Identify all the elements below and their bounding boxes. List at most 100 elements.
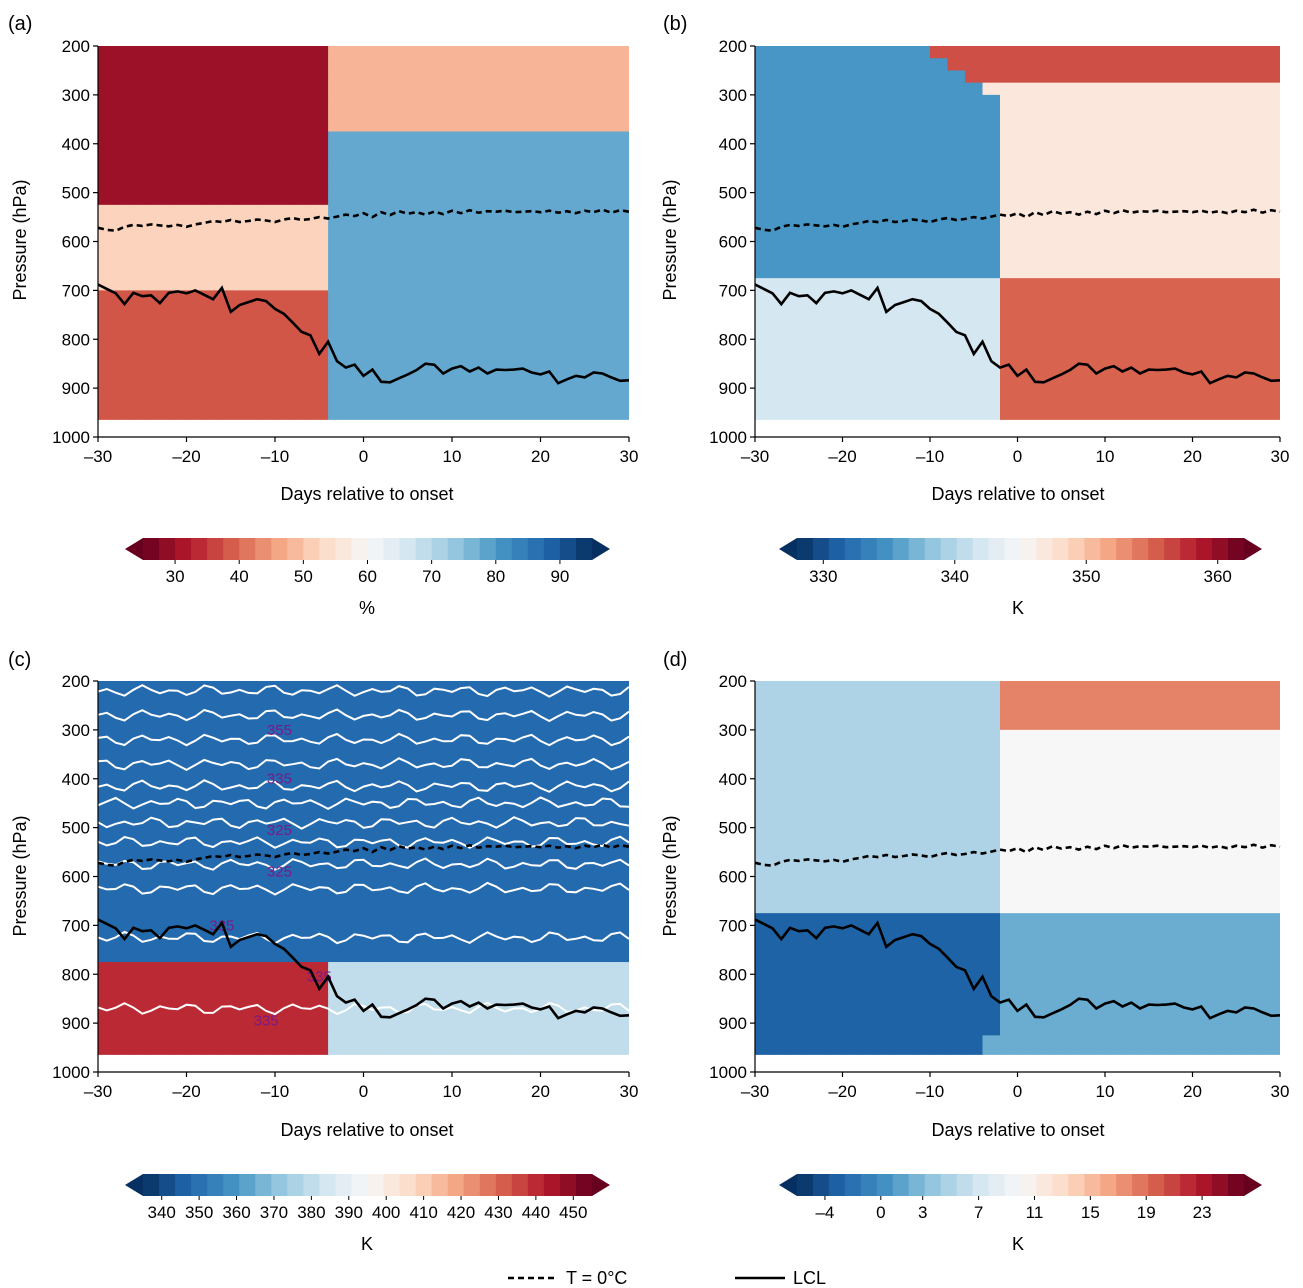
heatmap-cell	[363, 217, 382, 230]
heatmap-cell	[965, 192, 984, 206]
heatmap-cell	[860, 58, 879, 72]
heatmap-cell	[1070, 253, 1089, 267]
heatmap-cell	[363, 265, 382, 279]
heatmap-cell	[505, 339, 524, 353]
heatmap-cell	[807, 803, 826, 817]
heatmap-cell	[877, 766, 896, 780]
heatmap-cell	[912, 998, 931, 1012]
heatmap-cell	[416, 949, 435, 963]
heatmap-cell	[239, 400, 258, 414]
heatmap-cell	[982, 742, 1001, 755]
heatmap-cell	[1210, 742, 1229, 755]
heatmap-cell	[895, 864, 914, 878]
x-tick-label: –10	[261, 1082, 289, 1101]
heatmap-cell	[575, 388, 595, 401]
heatmap-cell	[930, 107, 949, 120]
heatmap-cell	[345, 729, 365, 743]
heatmap-cell	[790, 339, 809, 353]
heatmap-cell	[842, 815, 861, 829]
heatmap-cell	[151, 229, 170, 243]
heatmap-cell	[434, 412, 453, 420]
heatmap-cell	[912, 742, 931, 755]
heatmap-cell	[982, 681, 1001, 694]
colorbar-tick-label: –4	[815, 1203, 834, 1222]
heatmap-cell	[930, 70, 949, 84]
heatmap-cell	[221, 790, 241, 804]
heatmap-cell	[505, 46, 524, 59]
heatmap-cell	[790, 412, 809, 420]
heatmap-cell	[381, 900, 400, 914]
heatmap-cell	[1262, 827, 1280, 841]
heatmap-cell	[575, 265, 595, 279]
heatmap-cell	[416, 278, 435, 291]
heatmap-cell	[895, 803, 914, 817]
heatmap-cell	[593, 876, 612, 890]
heatmap-cell	[204, 717, 223, 731]
heatmap-cell	[1210, 803, 1229, 817]
heatmap-cell	[239, 82, 258, 96]
heatmap-cell	[151, 864, 170, 878]
heatmap-cell	[575, 290, 595, 304]
contour-label: 355	[267, 722, 292, 739]
heatmap-cell	[1262, 192, 1280, 206]
heatmap-cell	[1192, 400, 1211, 414]
heatmap-cell	[292, 937, 311, 951]
heatmap-cell	[522, 1010, 542, 1024]
heatmap-cell	[1105, 229, 1124, 243]
heatmap-cell	[790, 58, 809, 72]
heatmap-cell	[115, 754, 134, 768]
heatmap-cell	[328, 1023, 347, 1036]
heatmap-cell	[772, 180, 791, 194]
heatmap-cell	[1017, 681, 1036, 694]
heatmap-cell	[398, 302, 418, 316]
heatmap-cell	[434, 180, 453, 194]
heatmap-cell	[1245, 681, 1264, 694]
heatmap-cell	[310, 155, 329, 169]
heatmap-cell	[151, 693, 170, 707]
heatmap-cell	[239, 705, 258, 719]
heatmap-cell	[1227, 143, 1246, 157]
heatmap-cell	[1192, 388, 1211, 401]
colorbar-segment	[1036, 538, 1053, 560]
colorbar-tick-label: 450	[559, 1203, 587, 1222]
heatmap-cell	[1140, 986, 1159, 1000]
heatmap-cell	[965, 937, 984, 951]
heatmap-cell	[452, 241, 471, 255]
heatmap-cell	[434, 119, 453, 133]
heatmap-cell	[186, 1035, 205, 1049]
heatmap-cell	[860, 937, 879, 951]
heatmap-cell	[416, 937, 435, 951]
heatmap-cell	[381, 290, 400, 304]
heatmap-cell	[168, 327, 188, 340]
heatmap-cell	[772, 949, 791, 963]
heatmap-cell	[611, 107, 629, 120]
heatmap-cell	[522, 1047, 542, 1055]
heatmap-cell	[1210, 925, 1229, 939]
heatmap-cell	[1192, 742, 1211, 755]
heatmap-cell	[434, 155, 453, 169]
heatmap-cell	[575, 693, 595, 707]
heatmap-cell	[1175, 58, 1194, 72]
heatmap-cell	[1087, 839, 1106, 853]
heatmap-cell	[1105, 729, 1124, 743]
heatmap-cell	[1087, 265, 1106, 279]
heatmap-cell	[611, 949, 629, 963]
heatmap-cell	[1192, 937, 1211, 951]
heatmap-cell	[1122, 180, 1141, 194]
heatmap-cell	[1070, 302, 1089, 316]
colorbar-tick-label: 11	[1026, 1203, 1044, 1222]
heatmap-cell	[593, 1035, 612, 1049]
heatmap-cell	[842, 302, 861, 316]
heatmap-cell	[772, 766, 791, 780]
contour-line	[97, 930, 630, 945]
heatmap-cell	[487, 766, 506, 780]
heatmap-cell	[275, 180, 294, 194]
y-tick-label: 400	[62, 770, 90, 789]
heatmap-cell	[328, 717, 347, 731]
heatmap-cell	[1227, 58, 1246, 72]
heatmap-cell	[1035, 314, 1054, 328]
colorbar-segment	[399, 1174, 417, 1196]
heatmap-cell	[1122, 388, 1141, 401]
heatmap-cell	[239, 314, 258, 328]
heatmap-cell	[505, 131, 524, 145]
